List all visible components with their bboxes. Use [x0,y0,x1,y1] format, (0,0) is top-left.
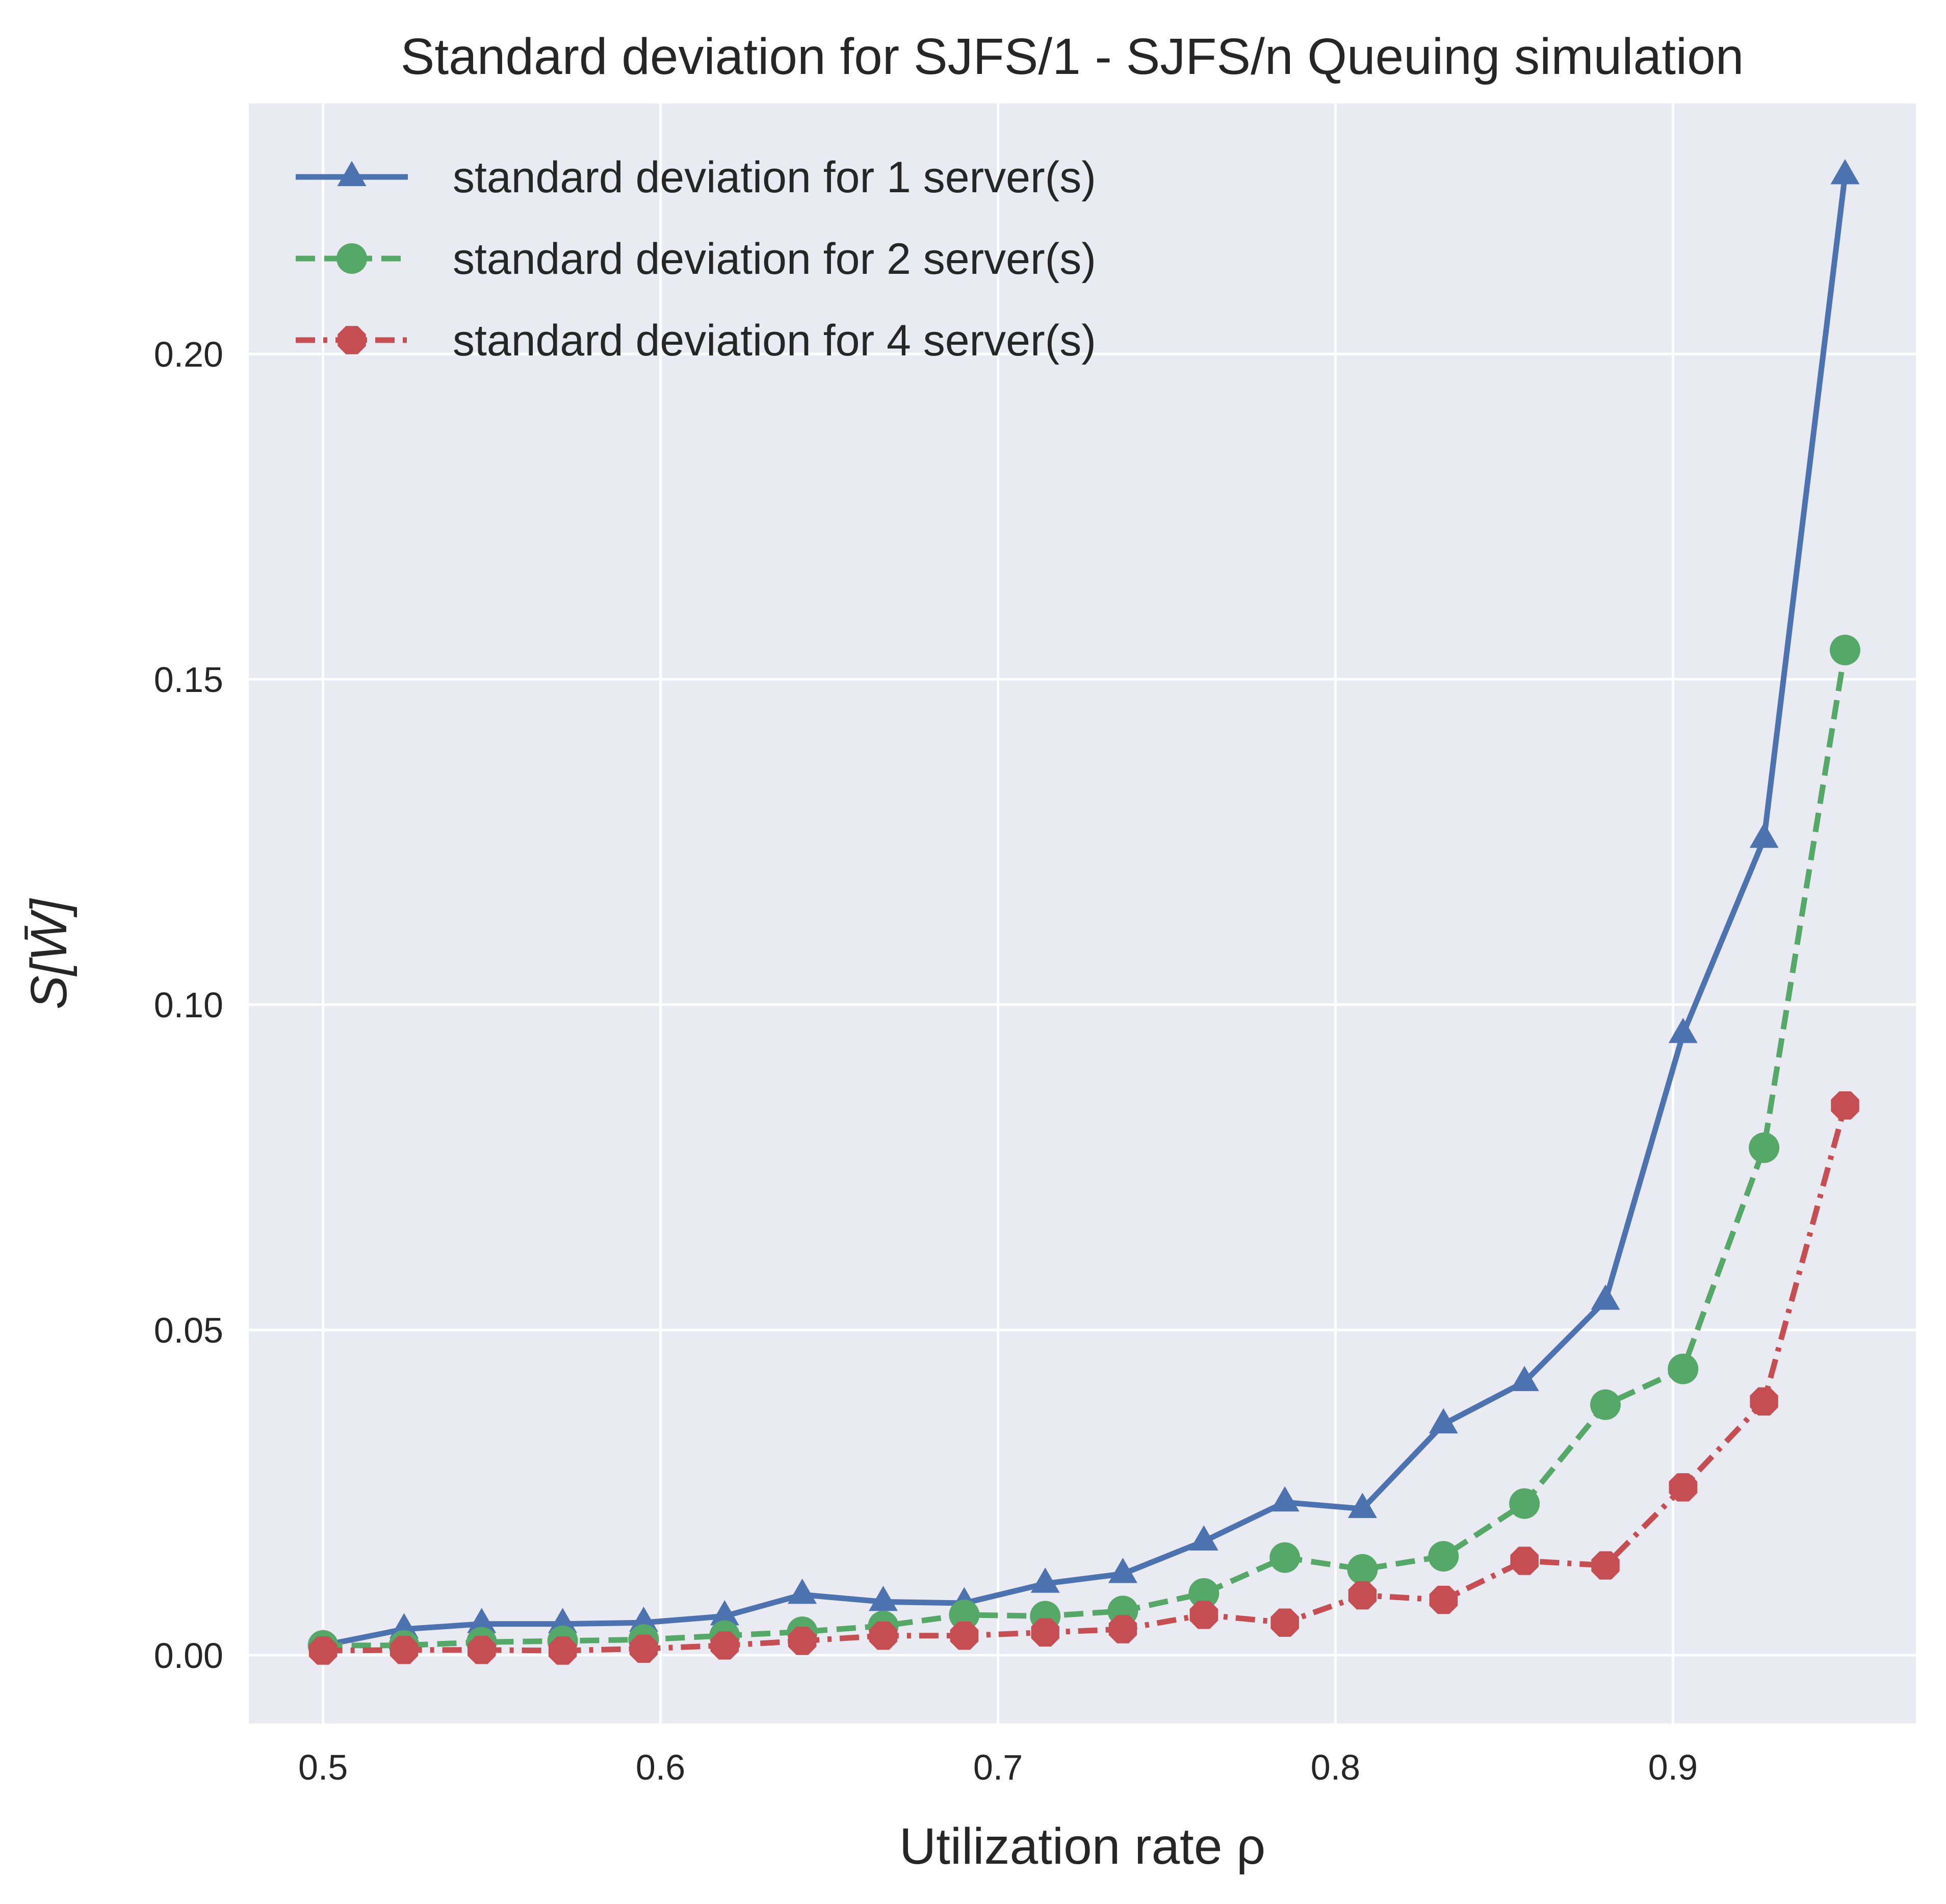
data-point [1269,1542,1301,1573]
data-point [1831,1091,1859,1120]
y-tick-label: 0.10 [154,985,223,1025]
data-point [1108,1615,1137,1643]
data-point [1591,1284,1620,1310]
data-point [1347,1493,1377,1518]
data-point [629,1606,658,1632]
data-point [1749,822,1779,848]
data-point [1590,1389,1621,1420]
legend-label: standard deviation for 2 server(s) [453,235,1096,284]
data-point [548,1636,577,1665]
chart-title: Standard deviation for SJFS/1 - SJFS/n Q… [401,28,1744,85]
data-point [950,1622,978,1650]
data-point [467,1608,497,1633]
data-point [1108,1558,1137,1583]
data-point [1749,1132,1780,1163]
x-tick-label: 0.9 [1648,1747,1698,1787]
series-3 [308,1091,1859,1665]
data-point [1668,1018,1698,1043]
data-point [1347,1554,1378,1585]
data-point [868,1585,898,1611]
data-point [1830,159,1860,185]
y-tick-label: 0.20 [154,335,223,374]
data-point [468,1636,496,1664]
data-point [1189,1601,1218,1629]
data-point [390,1636,419,1664]
data-point [949,1599,980,1630]
data-point [710,1600,739,1626]
x-tick-label: 0.6 [636,1747,685,1787]
data-point [1348,1581,1377,1610]
legend-marker [336,243,367,274]
data-point [1510,1366,1539,1392]
data-point [1429,1585,1458,1614]
data-point [869,1622,898,1650]
series-layer [307,159,1860,1665]
data-point [1428,1541,1459,1572]
data-point [308,1636,338,1665]
ticks: 0.5 0.6 0.7 0.8 0.9 0.00 0.05 0.10 0.15 0.20 [154,335,1698,1787]
legend-label: standard deviation for 4 server(s) [453,316,1096,365]
data-point [1189,1525,1218,1551]
legend: standard deviation for 1 server(s) standa… [296,153,1096,365]
legend-item: standard deviation for 4 server(s) [296,316,1096,365]
x-axis-label: Utilization rate ρ [899,1818,1265,1875]
data-point [1829,634,1860,665]
plot-background [249,104,1916,1723]
legend-item: standard deviation for 2 server(s) [296,235,1096,284]
data-point [788,1627,817,1655]
series-line [322,174,1848,1649]
data-point [1669,1473,1697,1502]
legend-label: standard deviation for 1 server(s) [453,153,1096,202]
data-point [1270,1486,1300,1512]
data-point [1031,1618,1059,1647]
legend-marker [338,326,366,354]
legend-item: standard deviation for 1 server(s) [296,153,1096,202]
grid [249,104,1916,1723]
data-point [710,1631,739,1660]
data-point [1270,1608,1299,1637]
x-tick-label: 0.7 [973,1747,1023,1787]
y-tick-label: 0.15 [154,660,223,700]
data-point [1429,1408,1458,1434]
data-point [1510,1547,1539,1575]
y-axis-label: S[W̄] [20,898,77,1010]
data-point [1030,1567,1060,1593]
data-point [1591,1551,1620,1580]
data-point [1509,1488,1540,1519]
legend-marker [337,161,367,186]
y-tick-label: 0.05 [154,1310,223,1350]
data-point [548,1608,578,1633]
x-tick-label: 0.5 [298,1747,348,1787]
data-point [629,1634,658,1663]
data-point [788,1578,817,1604]
y-tick-label: 0.00 [154,1636,223,1676]
data-point [1668,1353,1699,1384]
data-point [1188,1578,1220,1609]
x-tick-label: 0.8 [1311,1747,1360,1787]
data-point [1750,1387,1778,1416]
